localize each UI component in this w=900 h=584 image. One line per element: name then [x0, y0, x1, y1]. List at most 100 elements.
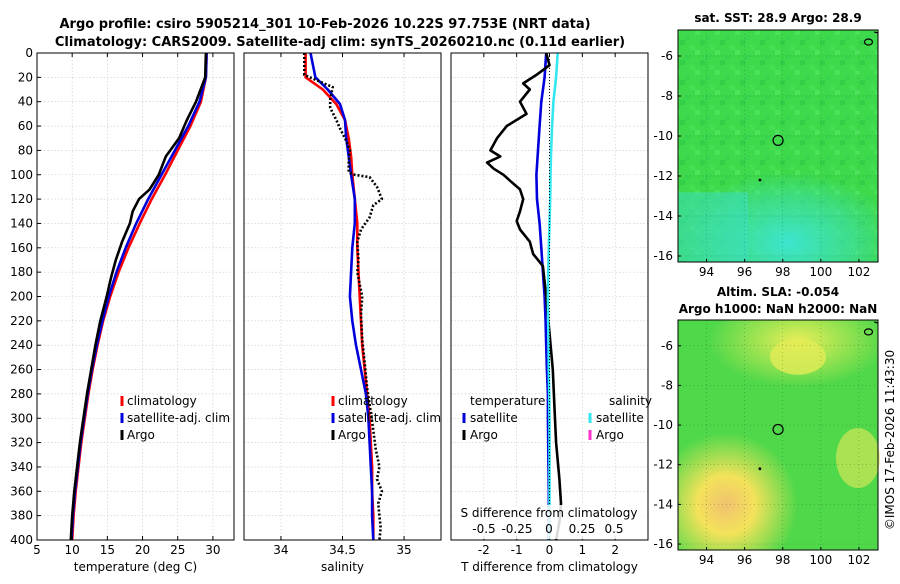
x-tick-label: 34: [273, 543, 288, 557]
y-tick-label: -10: [653, 129, 673, 143]
x-tick-label: 15: [100, 543, 115, 557]
x-tick-label: -2: [478, 543, 490, 557]
y-tick-label: 380: [10, 509, 33, 523]
coastline-island: [863, 38, 874, 46]
legend-label: satellite-adj. clim: [127, 411, 230, 425]
coastline-island: [863, 328, 874, 336]
coastline: [874, 321, 879, 324]
x-tick-label: 34.5: [329, 543, 356, 557]
x-tick-label: 5: [33, 543, 41, 557]
series-satellite-adj-clim: [309, 52, 375, 541]
y-tick-label: 80: [18, 143, 33, 157]
y-tick-label: 240: [10, 338, 33, 352]
salinity-profile-panel: 34 34.5 35 salinity climatology satellite-adj…: [243, 52, 442, 574]
x-tick-label: 96: [737, 553, 752, 567]
y-tick-label: 320: [10, 436, 33, 450]
y-tick-label: 260: [10, 363, 33, 377]
y-tick-label: -12: [653, 169, 673, 183]
sst-map-panel: 94 96 98 100 102 -6 -8 -10 -12 -14 -16: [653, 29, 879, 279]
y-tick-label: 40: [18, 95, 33, 109]
y-tick-label: -8: [661, 89, 673, 103]
x-tick-label: 35: [396, 543, 411, 557]
y-tick-label: 60: [18, 119, 33, 133]
y-tick-label: 120: [10, 192, 33, 206]
y-tick-label: 280: [10, 387, 33, 401]
x-axis-label: T difference from climatology: [460, 560, 638, 574]
y-tick-label: 340: [10, 460, 33, 474]
x-tick-label: 2: [611, 543, 619, 557]
x-tick-label: 0: [546, 543, 554, 557]
temperature-profile-panel: 5 10 15 20 25 30 temperature (deg C) 0 20 40 60 80 1…: [10, 46, 235, 574]
secondary-x-tick-label: -0.5: [472, 522, 495, 536]
sla-high-patch: [678, 389, 838, 550]
x-tick-label: 98: [775, 265, 790, 279]
y-tick-label: 360: [10, 484, 33, 498]
figure-title-line1: Argo profile: csiro 5905214_301 10-Feb-2…: [59, 17, 590, 32]
y-tick-label: 300: [10, 411, 33, 425]
x-tick-label: 10: [65, 543, 80, 557]
x-tick-label: 100: [809, 265, 832, 279]
y-tick-label: 0: [25, 46, 33, 60]
map-frame: [677, 319, 879, 551]
sla-map-title-line2: Argo h1000: NaN h2000: NaN: [679, 302, 878, 316]
sst-map-title: sat. SST: 28.9 Argo: 28.9: [694, 11, 861, 25]
legend-heading-salinity: salinity: [609, 394, 652, 408]
x-tick-label: -1: [511, 543, 523, 557]
cocos-island: [758, 467, 762, 471]
difference-profile-panel: -2 -1 0 1 2 T difference from climatology temp…: [450, 52, 652, 574]
secondary-x-axis-label: S difference from climatology: [461, 506, 638, 520]
imos-timestamp: ©IMOS 17-Feb-2026 11:43:30: [883, 350, 897, 530]
argo-position-marker: [772, 134, 784, 146]
y-tick-label: -14: [653, 497, 673, 511]
x-tick-label: 94: [699, 553, 714, 567]
y-tick-label: -8: [661, 378, 673, 392]
x-tick-label: 100: [809, 553, 832, 567]
cocos-island: [758, 178, 762, 182]
sla-map-title-line1: Altim. SLA: -0.054: [717, 285, 839, 299]
sla-high-patch: [836, 428, 880, 488]
y-tick-label: 400: [10, 533, 33, 547]
x-tick-label: 20: [135, 543, 150, 557]
x-tick-label: 94: [699, 265, 714, 279]
y-tick-label: -6: [661, 49, 673, 63]
x-tick-label: 102: [847, 265, 870, 279]
y-tick-label: 200: [10, 290, 33, 304]
legend-label: Argo: [470, 428, 498, 442]
argo-position-marker: [772, 423, 784, 436]
legend-label: Argo: [127, 428, 155, 442]
legend-label: Argo: [596, 428, 624, 442]
legend-heading-temperature: temperature: [470, 394, 545, 408]
x-axis-label: salinity: [321, 560, 364, 574]
legend-label: climatology: [338, 394, 408, 408]
sla-high-patch: [770, 338, 826, 375]
secondary-axis-backdrop: [452, 505, 647, 539]
secondary-x-tick-label: 0.25: [569, 522, 596, 536]
y-tick-label: -16: [653, 249, 673, 263]
y-tick-label: 180: [10, 265, 33, 279]
legend-label: Argo: [338, 428, 366, 442]
legend-label: satellite-adj. clim: [338, 411, 441, 425]
y-tick-label: 160: [10, 241, 33, 255]
legend-label: satellite: [470, 411, 518, 425]
sla-map-panel: 94 96 98 100 102 -6 -8 -10 -12 -14 -16: [653, 319, 880, 567]
y-tick-label: -14: [653, 209, 673, 223]
x-tick-label: 96: [737, 265, 752, 279]
y-tick-label: 100: [10, 168, 33, 182]
series-argo: [303, 53, 384, 541]
figure-title-line2: Climatology: CARS2009. Satellite-adj cli…: [55, 35, 625, 50]
coastline: [874, 31, 879, 34]
legend-label: satellite: [596, 411, 644, 425]
map-frame: [677, 29, 879, 263]
y-tick-label: -16: [653, 537, 673, 551]
x-tick-label: 25: [170, 543, 185, 557]
secondary-x-tick-label: 0: [545, 522, 553, 536]
series-temperature-argo: [485, 52, 563, 541]
sst-cool-patch: [678, 192, 748, 262]
y-tick-label: 140: [10, 216, 33, 230]
secondary-x-tick-label: 0.5: [604, 522, 623, 536]
x-tick-label: 102: [847, 553, 870, 567]
x-tick-label: 98: [775, 553, 790, 567]
y-tick-label: -12: [653, 458, 673, 472]
series-argo: [69, 52, 208, 541]
